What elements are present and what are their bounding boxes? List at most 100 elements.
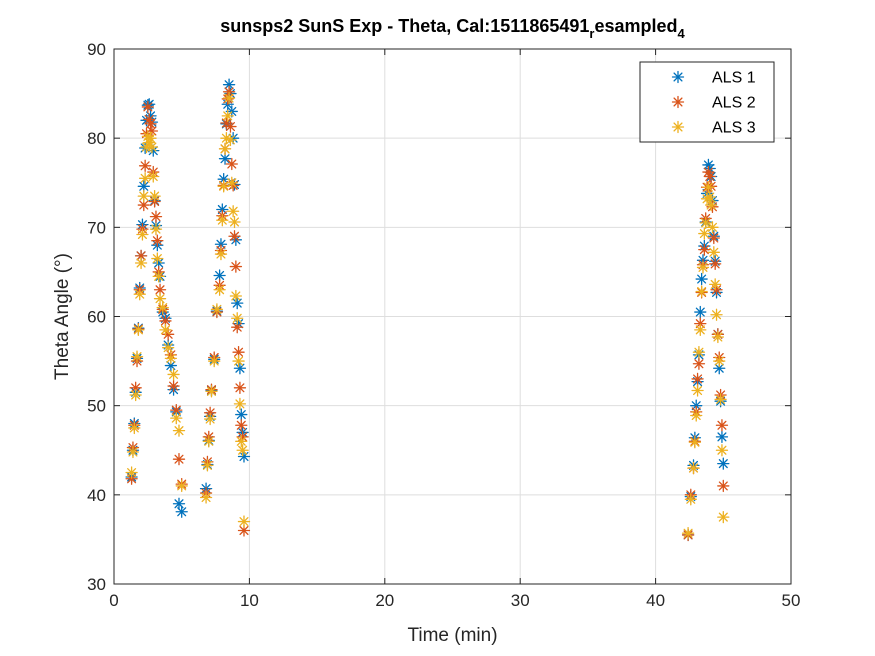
data-point xyxy=(172,497,186,510)
chart-title-subscript-2: 4 xyxy=(678,26,686,41)
data-point xyxy=(128,421,141,435)
data-point xyxy=(231,312,244,325)
data-point xyxy=(233,362,247,375)
data-point xyxy=(695,272,708,286)
x-axis-label: Time (min) xyxy=(407,625,497,646)
data-point xyxy=(134,249,148,263)
data-point xyxy=(137,180,150,193)
data-point xyxy=(715,444,729,457)
data-point xyxy=(205,385,218,398)
data-point xyxy=(707,231,720,245)
legend-label: ALS 3 xyxy=(712,120,756,137)
data-point xyxy=(201,459,214,472)
data-point xyxy=(236,444,249,457)
data-point xyxy=(717,510,730,524)
data-point xyxy=(138,159,152,172)
x-tick-label: 30 xyxy=(511,591,530,610)
legend-box xyxy=(639,61,775,143)
data-point xyxy=(203,412,217,426)
x-tick-label: 50 xyxy=(782,591,801,610)
data-point xyxy=(710,283,723,296)
data-point xyxy=(707,246,720,259)
data-point xyxy=(227,205,240,218)
data-point xyxy=(151,252,164,265)
data-point xyxy=(702,181,715,194)
data-point xyxy=(717,457,730,470)
y-tick-label: 50 xyxy=(87,397,106,416)
x-tick-label: 20 xyxy=(375,591,394,610)
data-point xyxy=(153,292,167,305)
data-point xyxy=(698,227,711,240)
data-point xyxy=(235,435,248,448)
data-point xyxy=(132,323,145,337)
data-point xyxy=(695,285,708,298)
data-point xyxy=(706,221,719,234)
data-point xyxy=(214,247,228,261)
data-point xyxy=(208,354,221,368)
data-point xyxy=(218,142,232,156)
data-point xyxy=(233,397,247,411)
data-point xyxy=(125,466,138,479)
data-point xyxy=(152,270,165,283)
data-point xyxy=(713,354,726,368)
x-tick-label: 0 xyxy=(109,591,118,610)
data-point xyxy=(691,372,704,386)
y-tick-label: 40 xyxy=(87,486,106,505)
data-point xyxy=(210,303,224,316)
y-tick-label: 60 xyxy=(87,308,106,327)
data-point xyxy=(221,109,234,123)
data-point xyxy=(144,132,157,145)
data-point xyxy=(133,288,146,301)
data-point xyxy=(713,362,726,375)
y-tick-label: 70 xyxy=(87,218,106,237)
x-tick-label: 40 xyxy=(646,591,665,610)
x-tick-label: 10 xyxy=(240,591,259,610)
data-point xyxy=(170,411,183,425)
data-point xyxy=(167,379,180,393)
data-point xyxy=(691,384,704,397)
data-point xyxy=(237,515,251,528)
data-point xyxy=(199,491,213,504)
data-point xyxy=(237,524,251,537)
data-point xyxy=(138,172,152,185)
data-point xyxy=(225,157,238,171)
data-point xyxy=(714,393,727,406)
data-point xyxy=(225,176,238,189)
series-3 xyxy=(125,91,730,540)
data-point xyxy=(699,216,712,230)
data-point xyxy=(694,323,707,337)
data-point xyxy=(715,419,729,432)
chart-title: sunsps2 SunS Exp - Theta, Cal:1511865491… xyxy=(220,16,685,41)
legend-marker xyxy=(671,120,685,134)
data-point xyxy=(703,162,716,175)
data-point xyxy=(235,408,248,421)
data-point xyxy=(715,430,729,444)
legend-item-2[interactable]: ALS 2 xyxy=(671,95,756,112)
data-point xyxy=(233,381,247,394)
axis-ticks: 0 10 20 30 40 50 30 40 50 60 70 80 90 xyxy=(87,40,800,610)
data-point xyxy=(130,350,144,363)
data-point xyxy=(684,493,697,506)
data-point xyxy=(175,479,188,493)
data-point xyxy=(149,222,163,236)
data-point xyxy=(156,301,169,314)
y-tick-label: 30 xyxy=(87,575,106,594)
chart-title-subscript: r xyxy=(589,26,594,41)
data-point xyxy=(129,388,142,402)
data-point xyxy=(688,436,702,449)
data-point xyxy=(224,120,237,133)
data-point xyxy=(228,215,241,229)
legend[interactable]: ALS 1 ALS 2 ALS 3 xyxy=(639,61,775,143)
data-point xyxy=(694,305,707,319)
data-point xyxy=(147,170,160,183)
series-layer xyxy=(125,78,730,542)
data-point xyxy=(709,257,722,271)
data-point xyxy=(144,117,157,131)
legend-marker xyxy=(671,95,685,109)
legend-item-3[interactable]: ALS 3 xyxy=(671,120,756,137)
legend-item-1[interactable]: ALS 1 xyxy=(671,70,756,87)
data-point xyxy=(231,296,244,310)
y-axis-label: Theta Angle (°) xyxy=(52,253,73,380)
data-point xyxy=(232,354,245,368)
